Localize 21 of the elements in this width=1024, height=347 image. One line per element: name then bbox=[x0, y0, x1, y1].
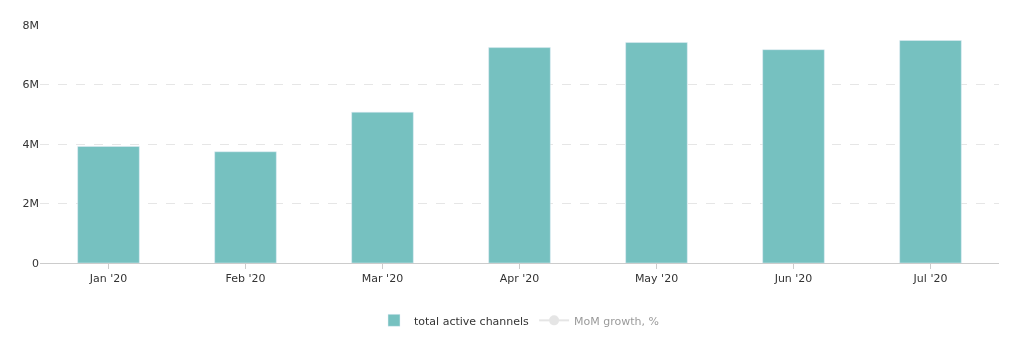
y-tick-label: 6M bbox=[22, 78, 39, 92]
legend-label: total active channels bbox=[414, 314, 530, 328]
x-tick-label: Feb '20 bbox=[225, 272, 266, 286]
bar bbox=[77, 146, 140, 263]
bar bbox=[625, 42, 688, 263]
x-tick-label: Jul '20 bbox=[912, 272, 948, 286]
y-tick-label: 0 bbox=[32, 256, 39, 270]
x-tick-label: Jun '20 bbox=[773, 272, 813, 286]
y-tick-label: 8M bbox=[22, 18, 39, 32]
x-tick-label: Apr '20 bbox=[499, 272, 540, 286]
bar bbox=[351, 111, 414, 263]
bar bbox=[762, 49, 825, 263]
bar bbox=[488, 47, 551, 263]
legend-label: MoM growth, % bbox=[574, 314, 660, 328]
bar bbox=[214, 151, 277, 263]
bar bbox=[899, 40, 962, 263]
y-tick-label: 2M bbox=[22, 197, 39, 211]
y-tick-label: 4M bbox=[22, 137, 39, 151]
x-tick-label: May '20 bbox=[634, 272, 679, 286]
x-tick-label: Jan '20 bbox=[88, 272, 128, 286]
x-tick-label: Mar '20 bbox=[361, 272, 404, 286]
